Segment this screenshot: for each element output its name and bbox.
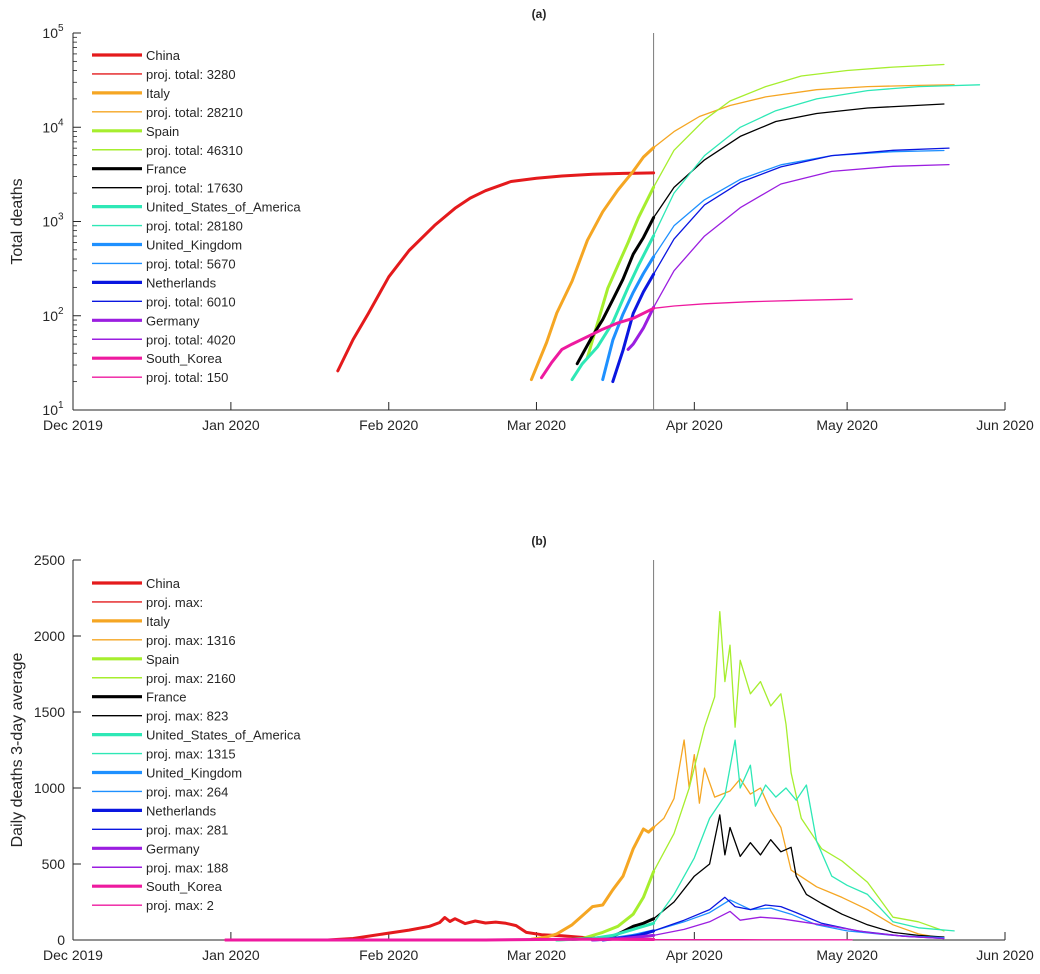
panel-a-y-tick-exponent: 5	[58, 23, 64, 34]
panel-b-legend-label: Spain	[146, 652, 179, 667]
panel-b-series-line	[226, 939, 654, 940]
panel-a-y-axis-label: Total deaths	[9, 178, 26, 264]
panel-b-series-line	[654, 740, 944, 939]
panel-a-legend-label: Germany	[146, 313, 200, 328]
panel-b-y-tick-label: 1500	[34, 704, 65, 720]
panel-a-series-line	[654, 104, 944, 218]
panel-a-y-tick-exponent: 3	[58, 212, 64, 223]
panel-b-y-tick-label: 1000	[34, 780, 65, 796]
panel-b-legend-label: United_Kingdom	[146, 766, 242, 781]
panel-a-y-tick-label: 10	[42, 119, 58, 135]
panel-a-series-line	[654, 148, 949, 274]
panel-a-title: (a)	[532, 7, 547, 21]
panel-a-legend-label: proj. total: 28210	[146, 105, 243, 120]
panel-b-legend-label: Italy	[146, 614, 170, 629]
panel-a-series-line	[603, 257, 654, 380]
panel-b-y-tick-label: 2000	[34, 628, 65, 644]
panel-a-x-tick-label: Mar 2020	[507, 417, 566, 433]
panel-b-series-line	[557, 872, 654, 940]
panel-a-x-tick-label: Dec 2019	[43, 417, 103, 433]
panel-a-x-tick-label: Feb 2020	[359, 417, 418, 433]
panel-a-x-tick-label: Apr 2020	[666, 417, 723, 433]
panel-b-legend-label: United_States_of_America	[146, 728, 301, 743]
panel-b-legend-label: proj. max: 2160	[146, 671, 236, 686]
panel-a-legend-label: proj. total: 4020	[146, 332, 236, 347]
panel-a-y-tick-label: 10	[42, 214, 58, 230]
panel-b-title: (b)	[531, 534, 546, 548]
panel-b-x-tick-label: Dec 2019	[43, 947, 103, 963]
panel-a-x-tick-label: May 2020	[816, 417, 878, 433]
panel-a-series-line	[654, 85, 980, 236]
panel-a-legend-label: United_States_of_America	[146, 200, 301, 215]
panel-b-legend-label: France	[146, 690, 186, 705]
panel-a-series-line	[654, 165, 949, 308]
panel-a-x-tick-label: Jan 2020	[202, 417, 260, 433]
panel-a-series-line	[338, 173, 654, 371]
panel-a-series-line	[654, 299, 853, 308]
panel-a-legend-label: proj. total: 6010	[146, 294, 236, 309]
panel-a-legend-label: proj. total: 3280	[146, 67, 236, 82]
panel-a-x-tick-label: Jun 2020	[976, 417, 1034, 433]
panel-a-legend-label: proj. total: 17630	[146, 181, 243, 196]
panel-a-legend-label: China	[146, 48, 181, 63]
panel-b-legend-label: proj. max: 1316	[146, 633, 236, 648]
panel-b-legend-label: proj. max: 264	[146, 784, 228, 799]
panel-b-series-line	[531, 828, 653, 940]
panel-a-legend-label: South_Korea	[146, 351, 223, 366]
panel-b-legend-label: Netherlands	[146, 803, 217, 818]
panel-b-legend-label: South_Korea	[146, 879, 223, 894]
panel-b-legend-label: proj. max: 1315	[146, 747, 236, 762]
panel-a-y-tick-label: 10	[42, 308, 58, 324]
panel-a-series-line	[572, 236, 654, 380]
panel-b-legend-label: proj. max: 188	[146, 860, 228, 875]
panel-a-legend-label: proj. total: 28180	[146, 219, 243, 234]
panel-b-x-tick-label: Jan 2020	[202, 947, 260, 963]
panel-a-legend-label: United_Kingdom	[146, 238, 242, 253]
panel-b-legend-label: proj. max:	[146, 595, 203, 610]
panel-a-legend-label: proj. total: 150	[146, 370, 228, 385]
panel-a-series-line	[654, 65, 944, 188]
panel-a-legend-label: proj. total: 46310	[146, 143, 243, 158]
panel-a-legend-label: Italy	[146, 86, 170, 101]
panel-a-y-tick-exponent: 4	[58, 117, 64, 128]
panel-a-legend-label: France	[146, 162, 186, 177]
panel-b-legend-label: proj. max: 2	[146, 898, 214, 913]
panel-b-legend-label: China	[146, 576, 181, 591]
panel-a-legend-label: Spain	[146, 124, 179, 139]
panel-b-x-tick-label: Apr 2020	[666, 947, 723, 963]
panel-a-legend-label: Netherlands	[146, 275, 217, 290]
panel-b-x-tick-label: Jun 2020	[976, 947, 1034, 963]
panel-b-y-tick-label: 0	[57, 932, 65, 948]
panel-a-y-tick-label: 10	[42, 402, 58, 418]
panel-b-y-tick-label: 500	[42, 856, 66, 872]
panel-b-x-tick-label: May 2020	[816, 947, 878, 963]
panel-b-legend-label: Germany	[146, 841, 200, 856]
panel-b-legend-label: proj. max: 823	[146, 709, 228, 724]
panel-a-y-tick-exponent: 1	[58, 400, 64, 411]
panel-b-x-tick-label: Feb 2020	[359, 947, 418, 963]
panel-a-y-tick-exponent: 2	[58, 306, 64, 317]
panel-b-x-tick-label: Mar 2020	[507, 947, 566, 963]
panel-b-y-tick-label: 2500	[34, 552, 65, 568]
panel-b-series-line	[654, 740, 955, 931]
panel-a-y-tick-label: 10	[42, 25, 58, 41]
panel-b-legend-label: proj. max: 281	[146, 822, 228, 837]
panel-b-series-line	[654, 612, 944, 931]
panel-a-legend-label: proj. total: 5670	[146, 256, 236, 271]
panel-b-y-axis-label: Daily deaths 3-day average	[9, 653, 26, 848]
